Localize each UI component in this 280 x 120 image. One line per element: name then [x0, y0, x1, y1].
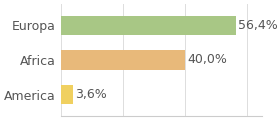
- Text: 56,4%: 56,4%: [238, 19, 278, 32]
- Text: 3,6%: 3,6%: [75, 88, 107, 101]
- Bar: [62, 85, 73, 105]
- Text: 40,0%: 40,0%: [187, 54, 227, 66]
- Bar: [62, 50, 185, 70]
- Bar: [62, 15, 235, 35]
